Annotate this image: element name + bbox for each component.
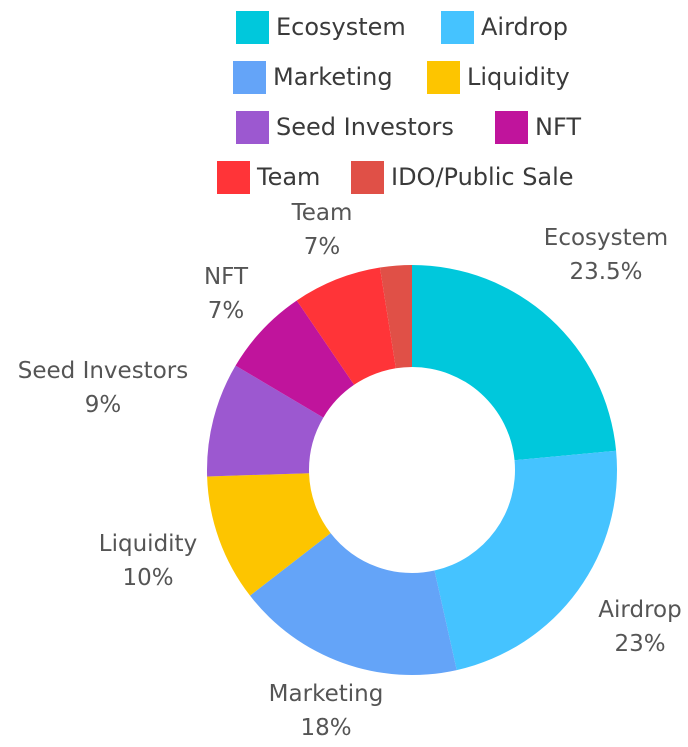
slice-ido-public-sale (379, 265, 412, 369)
slice-seed-investors (207, 365, 324, 477)
slice-labels: Ecosystem 23.5% Airdrop 23% Marketing 18% Liqu… (18, 200, 682, 741)
slice-value-airdrop: 23% (614, 631, 665, 657)
legend-swatch-ecosystem (236, 11, 269, 44)
legend-swatch-ido-public-sale (351, 161, 384, 194)
slice-label-liquidity: Liquidity (99, 531, 197, 557)
legend-label-ido-public-sale: IDO/Public Sale (391, 163, 574, 191)
legend-swatch-airdrop (441, 11, 474, 44)
slice-label-seed-investors: Seed Investors (18, 358, 188, 384)
legend-swatch-team (217, 161, 250, 194)
chart-legend: Ecosystem Airdrop Marketing Liquidity Seed I… (217, 11, 581, 194)
legend-swatch-seed-investors (236, 111, 269, 144)
slice-team (296, 267, 396, 385)
slice-label-marketing: Marketing (269, 681, 384, 707)
slice-marketing (250, 533, 457, 676)
slice-value-liquidity: 10% (122, 565, 173, 591)
legend-swatch-marketing (233, 61, 266, 94)
slice-value-nft: 7% (208, 298, 245, 324)
slice-label-airdrop: Airdrop (598, 597, 681, 623)
slice-label-team: Team (291, 200, 353, 226)
donut-slices (207, 265, 617, 676)
slice-label-ecosystem: Ecosystem (544, 225, 668, 251)
legend-label-airdrop: Airdrop (481, 13, 568, 41)
slice-nft (235, 300, 355, 418)
slice-ecosystem (412, 265, 617, 461)
slice-value-team: 7% (304, 234, 341, 260)
legend-label-liquidity: Liquidity (467, 63, 570, 91)
slice-label-nft: NFT (204, 264, 249, 290)
slice-liquidity (207, 473, 331, 596)
legend-label-seed-investors: Seed Investors (276, 113, 454, 141)
legend-label-marketing: Marketing (273, 63, 393, 91)
legend-swatch-nft (495, 111, 528, 144)
legend-swatch-liquidity (427, 61, 460, 94)
slice-value-seed-investors: 9% (85, 392, 122, 418)
slice-value-ecosystem: 23.5% (569, 259, 642, 285)
slice-airdrop (434, 450, 617, 671)
legend-label-team: Team (256, 163, 320, 191)
legend-label-ecosystem: Ecosystem (276, 13, 406, 41)
slice-value-marketing: 18% (300, 715, 351, 741)
legend-label-nft: NFT (535, 113, 581, 141)
